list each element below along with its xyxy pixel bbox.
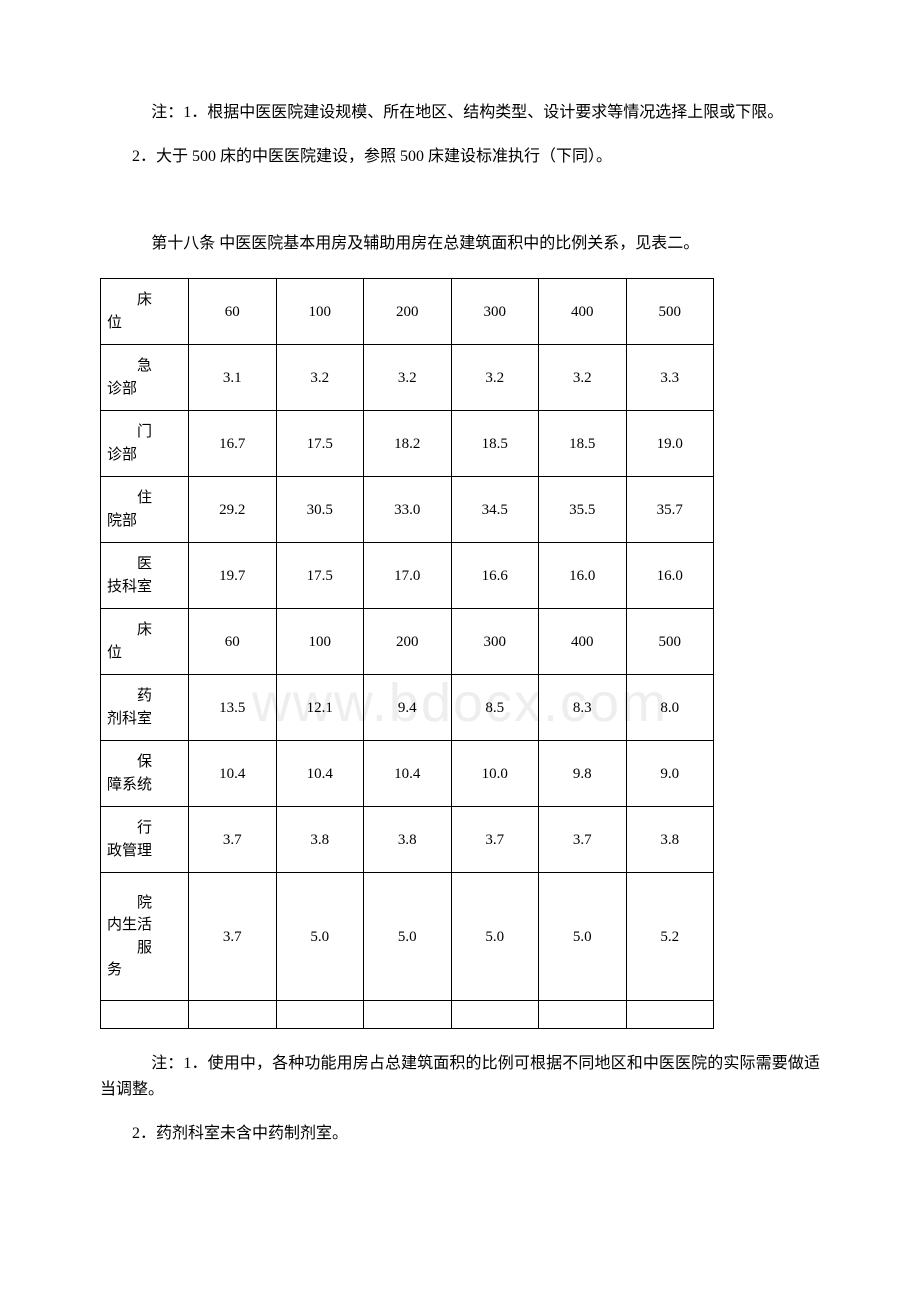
rowhead-medtech: 医 技科室 bbox=[101, 543, 189, 609]
cell: 5.0 bbox=[539, 873, 627, 1001]
rowhead-pharmacy: 药 剂科室 bbox=[101, 675, 189, 741]
note2-line2: 2．药剂科室未含中药制剂室。 bbox=[100, 1121, 820, 1147]
page-content: 注：1．根据中医医院建设规模、所在地区、结构类型、设计要求等情况选择上限或下限。… bbox=[100, 100, 820, 1146]
cell-empty bbox=[364, 1001, 452, 1029]
cell: 5.0 bbox=[276, 873, 364, 1001]
cell: 3.2 bbox=[276, 345, 364, 411]
cell: 400 bbox=[539, 279, 627, 345]
cell: 3.8 bbox=[276, 807, 364, 873]
cell: 13.5 bbox=[189, 675, 277, 741]
rowhead-outpatient: 门 诊部 bbox=[101, 411, 189, 477]
cell: 9.4 bbox=[364, 675, 452, 741]
cell: 30.5 bbox=[276, 477, 364, 543]
cell: 10.4 bbox=[189, 741, 277, 807]
table-row: 住 院部 29.2 30.5 33.0 34.5 35.5 35.7 bbox=[101, 477, 714, 543]
cell: 19.0 bbox=[626, 411, 714, 477]
cell: 100 bbox=[276, 279, 364, 345]
cell-empty bbox=[451, 1001, 539, 1029]
cell-empty bbox=[626, 1001, 714, 1029]
cell: 300 bbox=[451, 609, 539, 675]
cell: 3.8 bbox=[364, 807, 452, 873]
cell: 17.0 bbox=[364, 543, 452, 609]
cell: 16.0 bbox=[626, 543, 714, 609]
cell: 33.0 bbox=[364, 477, 452, 543]
cell: 400 bbox=[539, 609, 627, 675]
note1-line1: 注：1．根据中医医院建设规模、所在地区、结构类型、设计要求等情况选择上限或下限。 bbox=[100, 100, 820, 126]
table-row: 医 技科室 19.7 17.5 17.0 16.6 16.0 16.0 bbox=[101, 543, 714, 609]
cell: 3.2 bbox=[451, 345, 539, 411]
cell: 200 bbox=[364, 609, 452, 675]
cell: 8.0 bbox=[626, 675, 714, 741]
cell: 9.0 bbox=[626, 741, 714, 807]
cell: 500 bbox=[626, 279, 714, 345]
ratio-table: 床 位 60 100 200 300 400 500 急 诊部 3.1 3.2 … bbox=[100, 278, 714, 1029]
cell: 16.0 bbox=[539, 543, 627, 609]
table-row: 急 诊部 3.1 3.2 3.2 3.2 3.2 3.3 bbox=[101, 345, 714, 411]
cell: 500 bbox=[626, 609, 714, 675]
rowhead-support: 保 障系统 bbox=[101, 741, 189, 807]
cell-empty bbox=[189, 1001, 277, 1029]
cell: 9.8 bbox=[539, 741, 627, 807]
cell: 3.7 bbox=[539, 807, 627, 873]
cell: 29.2 bbox=[189, 477, 277, 543]
cell: 3.7 bbox=[451, 807, 539, 873]
cell: 35.7 bbox=[626, 477, 714, 543]
article-18-text: 第十八条 中医医院基本用房及辅助用房在总建筑面积中的比例关系，见表二。 bbox=[100, 231, 820, 257]
rowhead-beds2: 床 位 bbox=[101, 609, 189, 675]
cell: 3.7 bbox=[189, 873, 277, 1001]
cell: 8.3 bbox=[539, 675, 627, 741]
cell: 300 bbox=[451, 279, 539, 345]
cell-empty bbox=[276, 1001, 364, 1029]
rowhead-life-service: 院 内生活 服 务 bbox=[101, 873, 189, 1001]
rowhead-admin: 行 政管理 bbox=[101, 807, 189, 873]
cell: 12.1 bbox=[276, 675, 364, 741]
cell: 3.8 bbox=[626, 807, 714, 873]
cell: 17.5 bbox=[276, 411, 364, 477]
rowhead-beds: 床 位 bbox=[101, 279, 189, 345]
cell: 18.5 bbox=[539, 411, 627, 477]
note2-line1: 注：1．使用中，各种功能用房占总建筑面积的比例可根据不同地区和中医医院的实际需要… bbox=[100, 1051, 820, 1102]
table-row: 床 位 60 100 200 300 400 500 bbox=[101, 609, 714, 675]
table-row: 保 障系统 10.4 10.4 10.4 10.0 9.8 9.0 bbox=[101, 741, 714, 807]
table-row-empty bbox=[101, 1001, 714, 1029]
note1-line2: 2．大于 500 床的中医医院建设，参照 500 床建设标准执行（下同）。 bbox=[100, 144, 820, 170]
table-row: 药 剂科室 13.5 12.1 9.4 8.5 8.3 8.0 bbox=[101, 675, 714, 741]
rowhead-emergency: 急 诊部 bbox=[101, 345, 189, 411]
cell-empty bbox=[101, 1001, 189, 1029]
rowhead-inpatient: 住 院部 bbox=[101, 477, 189, 543]
table-row: 门 诊部 16.7 17.5 18.2 18.5 18.5 19.0 bbox=[101, 411, 714, 477]
cell: 10.4 bbox=[276, 741, 364, 807]
cell: 8.5 bbox=[451, 675, 539, 741]
cell: 60 bbox=[189, 279, 277, 345]
cell: 10.4 bbox=[364, 741, 452, 807]
cell: 200 bbox=[364, 279, 452, 345]
cell: 3.1 bbox=[189, 345, 277, 411]
cell: 18.2 bbox=[364, 411, 452, 477]
cell: 5.0 bbox=[364, 873, 452, 1001]
cell: 3.7 bbox=[189, 807, 277, 873]
cell: 60 bbox=[189, 609, 277, 675]
cell: 5.0 bbox=[451, 873, 539, 1001]
cell: 34.5 bbox=[451, 477, 539, 543]
cell: 19.7 bbox=[189, 543, 277, 609]
cell: 18.5 bbox=[451, 411, 539, 477]
cell: 100 bbox=[276, 609, 364, 675]
cell: 3.3 bbox=[626, 345, 714, 411]
cell: 17.5 bbox=[276, 543, 364, 609]
table-row: 床 位 60 100 200 300 400 500 bbox=[101, 279, 714, 345]
cell-empty bbox=[539, 1001, 627, 1029]
cell: 10.0 bbox=[451, 741, 539, 807]
cell: 16.7 bbox=[189, 411, 277, 477]
cell: 3.2 bbox=[539, 345, 627, 411]
table-row: 院 内生活 服 务 3.7 5.0 5.0 5.0 5.0 5.2 bbox=[101, 873, 714, 1001]
cell: 35.5 bbox=[539, 477, 627, 543]
cell: 16.6 bbox=[451, 543, 539, 609]
table-row: 行 政管理 3.7 3.8 3.8 3.7 3.7 3.8 bbox=[101, 807, 714, 873]
cell: 5.2 bbox=[626, 873, 714, 1001]
cell: 3.2 bbox=[364, 345, 452, 411]
